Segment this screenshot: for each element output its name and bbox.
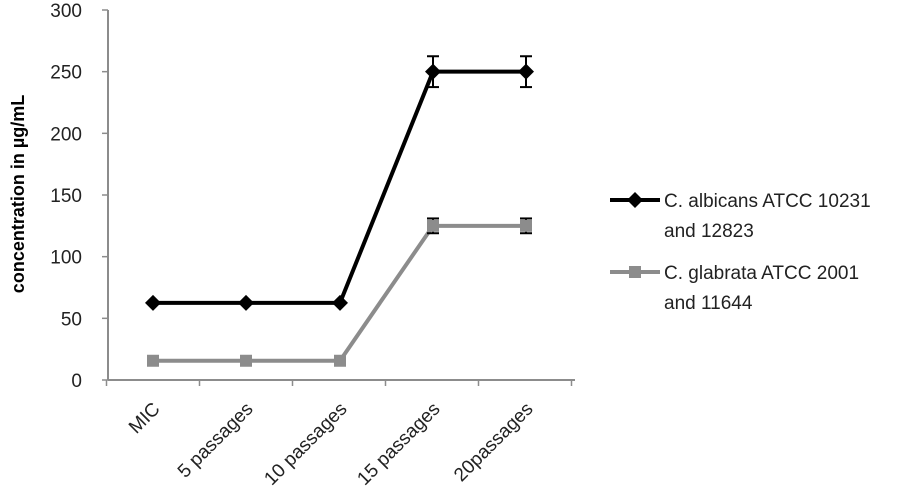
data-point — [147, 354, 159, 367]
series-1 — [145, 55, 534, 311]
data-point — [520, 219, 532, 232]
x-tick-labels: MIC 5 passages 10 passages 15 passages 20pas… — [125, 399, 537, 490]
y-tick-label: 0 — [71, 371, 82, 392]
series-layer — [145, 55, 534, 367]
legend-label: C. albicans ATCC 10231 — [664, 191, 871, 212]
data-point — [145, 294, 161, 311]
data-point — [238, 294, 254, 311]
data-point — [518, 63, 534, 80]
legend-label: and 11644 — [664, 293, 753, 314]
data-point — [425, 63, 441, 80]
legend-item-2: C. glabrata ATCC 2001 and 11644 — [610, 263, 859, 314]
x-tick-label: 10 passages — [260, 399, 351, 490]
y-tick-label: 150 — [50, 186, 82, 207]
data-point — [240, 354, 252, 367]
y-tick-label: 300 — [50, 1, 82, 22]
data-point — [427, 219, 439, 232]
legend-marker — [627, 192, 643, 208]
y-axis-title: concentration in µg/mL — [8, 95, 28, 293]
legend-marker — [629, 266, 641, 278]
x-tick-label: 20passages — [450, 399, 537, 486]
data-point — [334, 354, 346, 367]
series-line — [153, 69, 526, 305]
x-tick-label: 15 passages — [353, 399, 444, 490]
y-tick-label: 250 — [50, 63, 82, 84]
legend-item-1: C. albicans ATCC 10231 and 12823 — [610, 191, 871, 242]
series-line — [153, 223, 526, 363]
data-point — [332, 294, 348, 311]
axes — [102, 9, 575, 386]
x-tick-label: MIC — [125, 399, 164, 438]
legend-label: and 12823 — [664, 221, 754, 242]
y-tick-labels: 0 50 100 150 200 250 300 — [50, 1, 82, 392]
series-2 — [147, 217, 532, 367]
y-tick-label: 200 — [50, 124, 82, 145]
y-tick-label: 100 — [50, 248, 82, 269]
legend-label: C. glabrata ATCC 2001 — [664, 263, 859, 284]
legend: C. albicans ATCC 10231 and 12823 C. glabra… — [610, 191, 871, 314]
y-tick-label: 50 — [61, 309, 82, 330]
x-tick-label: 5 passages — [174, 399, 258, 483]
